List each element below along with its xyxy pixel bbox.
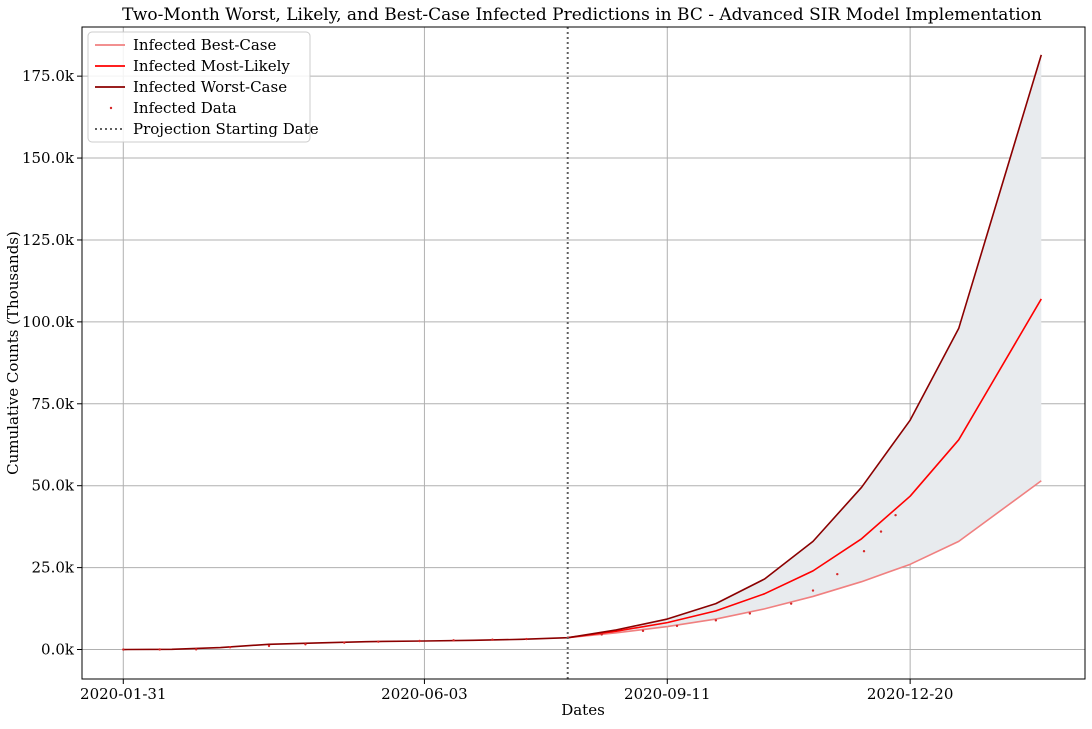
y-tick-label: 25.0k xyxy=(32,559,75,577)
legend-label: Projection Starting Date xyxy=(133,120,319,138)
chart-title: Two-Month Worst, Likely, and Best-Case I… xyxy=(122,5,1042,25)
data-point xyxy=(789,602,793,605)
legend-label: Infected Best-Case xyxy=(133,36,277,54)
series-line xyxy=(567,480,1042,639)
data-point xyxy=(122,648,125,651)
legend-label: Infected Worst-Case xyxy=(133,78,287,96)
data-point xyxy=(304,643,307,646)
data-point xyxy=(452,639,455,642)
y-tick-label: 150.0k xyxy=(22,149,75,167)
legend-frame xyxy=(87,31,311,143)
data-point xyxy=(641,629,645,633)
series-layer xyxy=(122,27,1043,679)
fill-band xyxy=(567,54,1042,638)
data-point xyxy=(748,612,752,615)
data-point xyxy=(491,638,494,641)
x-axis-label: Dates xyxy=(561,701,605,719)
y-tick-label: 0.0k xyxy=(41,641,75,659)
y-tick-label: 100.0k xyxy=(22,313,75,331)
prediction-band xyxy=(567,54,1042,638)
data-point xyxy=(714,619,718,622)
data-point xyxy=(862,550,866,553)
y-tick-label: 175.0k xyxy=(22,67,75,85)
data-point xyxy=(228,646,232,649)
data-point xyxy=(894,513,897,517)
data-point xyxy=(343,641,346,644)
data-point xyxy=(879,530,883,533)
data-point xyxy=(525,637,528,641)
x-tick-label: 2020-09-11 xyxy=(624,685,710,703)
data-point xyxy=(811,589,815,592)
data-point xyxy=(675,624,679,628)
y-tick-label: 125.0k xyxy=(22,231,75,249)
x-axis: 2020-01-31 2020-06-03 2020-09-11 2020-12-20 xyxy=(80,679,953,703)
plot-frame xyxy=(81,26,1086,680)
data-point xyxy=(377,640,380,643)
x-tick-label: 2020-01-31 xyxy=(80,685,166,703)
y-axis-label: Cumulative Counts (Thousands) xyxy=(4,231,22,475)
y-tick-label: 50.0k xyxy=(32,477,75,495)
x-tick-label: 2020-12-20 xyxy=(867,685,953,703)
data-point xyxy=(267,644,271,648)
legend: Infected Best-Case Infected Most-Likely In… xyxy=(87,31,319,143)
y-tick-label: 75.0k xyxy=(32,395,75,413)
data-point xyxy=(158,648,161,651)
data-point xyxy=(418,639,421,643)
data-point xyxy=(600,633,603,636)
data-point xyxy=(836,572,839,576)
y-axis: 0.0k 25.0k 50.0k 75.0k 100.0k 125.0k 150.0k 175… xyxy=(22,67,82,659)
data-point xyxy=(194,648,198,651)
x-tick-label: 2020-06-03 xyxy=(381,685,467,703)
legend-label: Infected Most-Likely xyxy=(133,57,290,75)
series-line xyxy=(567,298,1042,639)
legend-label: Infected Data xyxy=(133,99,237,117)
legend-marker xyxy=(109,106,113,110)
